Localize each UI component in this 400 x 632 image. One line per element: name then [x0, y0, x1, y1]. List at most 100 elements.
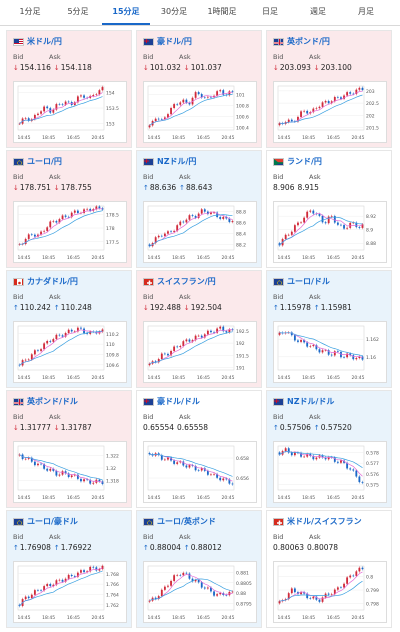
candle	[89, 479, 92, 484]
pair-title[interactable]: NZドル/円	[157, 157, 197, 166]
candle	[210, 212, 212, 215]
tab-1min[interactable]: 1分足	[19, 7, 41, 16]
mini-chart[interactable]: 8.92 8.9 8.88 14:45 18:45 16:45 20:45	[273, 201, 387, 263]
rate-card[interactable]: ユーロ/豪ドル Bid Ask ↑1.76908 ↑1.76922 1.768 1.766 1…	[6, 510, 132, 628]
pair-title[interactable]: ユーロ/ドル	[287, 277, 330, 286]
pair-title[interactable]: 英ポンド/ドル	[27, 397, 78, 406]
rate-card[interactable]: 英ポンド/ドル Bid Ask ↓1.31777 ↓1.31787 1.322 1.32 1.…	[6, 390, 132, 508]
bid-label: Bid	[143, 533, 154, 541]
mini-chart[interactable]: 192.5 192 191.5 191 14:45 18:45 16:45 20:45	[143, 321, 257, 383]
mini-chart[interactable]: 101 100.8 100.6 100.4 14:45 18:45 16:45 20:45	[143, 81, 257, 143]
mini-chart[interactable]: 203 202.5 202 201.5 14:45 18:45 16:45 20:45	[273, 81, 387, 143]
x-tick-label: 20:45	[222, 255, 235, 261]
candle	[24, 238, 27, 245]
y-tick-label: 109.6	[106, 363, 119, 369]
mini-chart[interactable]: 0.881 0.8805 0.88 0.8795 14:45 18:45 16:45 20:4…	[143, 561, 257, 623]
pair-title[interactable]: ランド/円	[287, 157, 322, 166]
mini-chart[interactable]: 0.658 0.656 14:45 18:45 16:45 20:45	[143, 441, 257, 503]
mini-chart[interactable]: 0.578 0.577 0.576 0.575 14:45 18:45 16:45 20:45	[273, 441, 387, 503]
tab-monthly[interactable]: 月足	[358, 7, 374, 16]
mini-chart[interactable]: 110.2 110 109.8 109.6 14:45 18:45 16:45 20:45	[13, 321, 127, 383]
rate-card[interactable]: NZドル/円 Bid Ask ↑88.636 ↑88.643 88.8 88.6 88.4 88…	[136, 150, 262, 268]
candle	[46, 227, 49, 231]
mini-chart[interactable]: 178.5 178 177.5 14:45 18:45 16:45 20:45	[13, 201, 127, 263]
candle	[43, 586, 46, 591]
arrow-up-icon: ↑	[313, 304, 320, 312]
candle	[185, 465, 188, 468]
x-tick-label: 18:45	[172, 495, 185, 501]
pair-title[interactable]: カナダドル/円	[27, 277, 78, 286]
mini-chart[interactable]: 1.768 1.766 1.764 1.762 14:45 18:45 16:45 20:45	[13, 561, 127, 623]
rate-card[interactable]: NZドル/ドル Bid Ask ↑0.57506 ↑0.57520 0.578 0.577 0…	[266, 390, 392, 508]
rate-card[interactable]: スイスフラン/円 Bid Ask ↓192.488 ↓192.504 192.5 192 19…	[136, 270, 262, 388]
pair-title[interactable]: スイスフラン/円	[157, 277, 216, 286]
candle	[70, 475, 73, 477]
candle	[306, 593, 309, 599]
mini-chart[interactable]: 154 153.5 153 14:45 18:45 16:45 20:45	[13, 81, 127, 143]
candle	[61, 579, 64, 582]
x-tick-label: 20:45	[222, 495, 235, 501]
tab-30min[interactable]: 30分足	[160, 7, 188, 16]
tab-daily[interactable]: 日足	[262, 7, 278, 16]
tab-5min[interactable]: 5分足	[67, 7, 89, 16]
pair-title[interactable]: 米ドル/スイスフラン	[287, 517, 362, 526]
candle	[27, 359, 30, 361]
candlestick-chart: 88.8 88.6 88.4 88.2 14:45 18:45 16:45 20:45	[148, 205, 246, 261]
candle	[64, 215, 67, 217]
bid-ask-labels: Bid Ask	[13, 293, 85, 301]
candle	[52, 221, 55, 222]
eu-flag-graphic	[144, 518, 153, 525]
y-tick-label: 8.88	[366, 241, 376, 247]
candle	[361, 224, 364, 228]
mini-chart[interactable]: 1.162 1.16 14:45 18:45 16:45 20:45	[273, 321, 387, 383]
tab-weekly[interactable]: 週足	[310, 7, 326, 16]
bid-ask-values: ↓203.093 ↓203.100	[273, 63, 355, 72]
rate-card[interactable]: 豪ドル/ドル Bid Ask 0.65554 0.65558 0.658 0.656 14:4…	[136, 390, 262, 508]
rate-card[interactable]: 豪ドル/円 Bid Ask ↓101.032 ↓101.037 101 100.8 100.6…	[136, 30, 262, 148]
moving-average-line	[279, 216, 363, 246]
rate-card[interactable]: ユーロ/円 Bid Ask ↓178.751 ↓178.755 178.5 178 177.5…	[6, 150, 132, 268]
candle	[80, 95, 82, 97]
candle	[349, 222, 352, 228]
pair-title[interactable]: 英ポンド/円	[287, 37, 330, 46]
arrow-up-icon: ↑	[53, 304, 60, 312]
mini-chart[interactable]: 88.8 88.6 88.4 88.2 14:45 18:45 16:45 20:45	[143, 201, 257, 263]
candle	[225, 331, 228, 333]
candlestick-chart: 0.578 0.577 0.576 0.575 14:45 18:45 16:45 20:45	[278, 445, 379, 501]
rate-card[interactable]: ユーロ/ドル Bid Ask ↑1.15978 ↑1.15981 1.162 1.16 14:…	[266, 270, 392, 388]
mini-chart[interactable]: 1.322 1.32 1.318 14:45 18:45 16:45 20:45	[13, 441, 127, 503]
card-header: カナダドル/円	[13, 276, 78, 287]
candle	[61, 471, 64, 475]
moving-average-line	[279, 571, 363, 602]
candle	[194, 335, 197, 341]
candle	[333, 216, 336, 223]
mini-chart[interactable]: 0.8 0.799 0.798 14:45 18:45 16:45 20:45	[273, 561, 387, 623]
gb-flag-icon	[13, 397, 24, 406]
pair-title[interactable]: 豪ドル/円	[157, 37, 192, 46]
moving-average-line	[149, 92, 233, 126]
pair-title[interactable]: ユーロ/英ポンド	[157, 517, 216, 526]
y-tick-label: 0.8795	[236, 602, 252, 608]
tab-1hour[interactable]: 1時間足	[207, 7, 237, 16]
rate-card[interactable]: ユーロ/英ポンド Bid Ask ↑0.88004 ↑0.88012 0.881 0.880…	[136, 510, 262, 628]
candle	[200, 335, 203, 338]
ch-flag-icon	[143, 277, 154, 286]
candle	[312, 210, 315, 214]
pair-title[interactable]: NZドル/ドル	[287, 397, 335, 406]
candle	[327, 350, 330, 355]
rate-card[interactable]: 米ドル/スイスフラン Bid Ask 0.80063 0.80078 0.8 0.799 0.…	[266, 510, 392, 628]
pair-title[interactable]: ユーロ/豪ドル	[27, 517, 78, 526]
rate-card[interactable]: 米ドル/円 Bid Ask ↓154.116 ↓154.118 154 153.5 153 14…	[6, 30, 132, 148]
bid-ask-values: 0.65554 0.65558	[143, 423, 211, 432]
rate-card[interactable]: カナダドル/円 Bid Ask ↑110.242 ↑110.248 110.2 110 109…	[6, 270, 132, 388]
bid-value: 110.242	[19, 303, 51, 312]
x-tick-label: 16:45	[67, 495, 80, 501]
bid-ask-values: ↑110.242 ↑110.248	[13, 303, 95, 312]
candle	[312, 455, 315, 460]
tab-15min[interactable]: 15分足	[102, 1, 150, 25]
pair-title[interactable]: 豪ドル/ドル	[157, 397, 200, 406]
rate-card[interactable]: 英ポンド/円 Bid Ask ↓203.093 ↓203.100 203 202.5 202 2…	[266, 30, 392, 148]
rate-card[interactable]: ランド/円 Bid Ask 8.906 8.915 8.92 8.9 8.88 14:45 18:…	[266, 150, 392, 268]
pair-title[interactable]: 米ドル/円	[27, 37, 62, 46]
pair-title[interactable]: ユーロ/円	[27, 157, 62, 166]
